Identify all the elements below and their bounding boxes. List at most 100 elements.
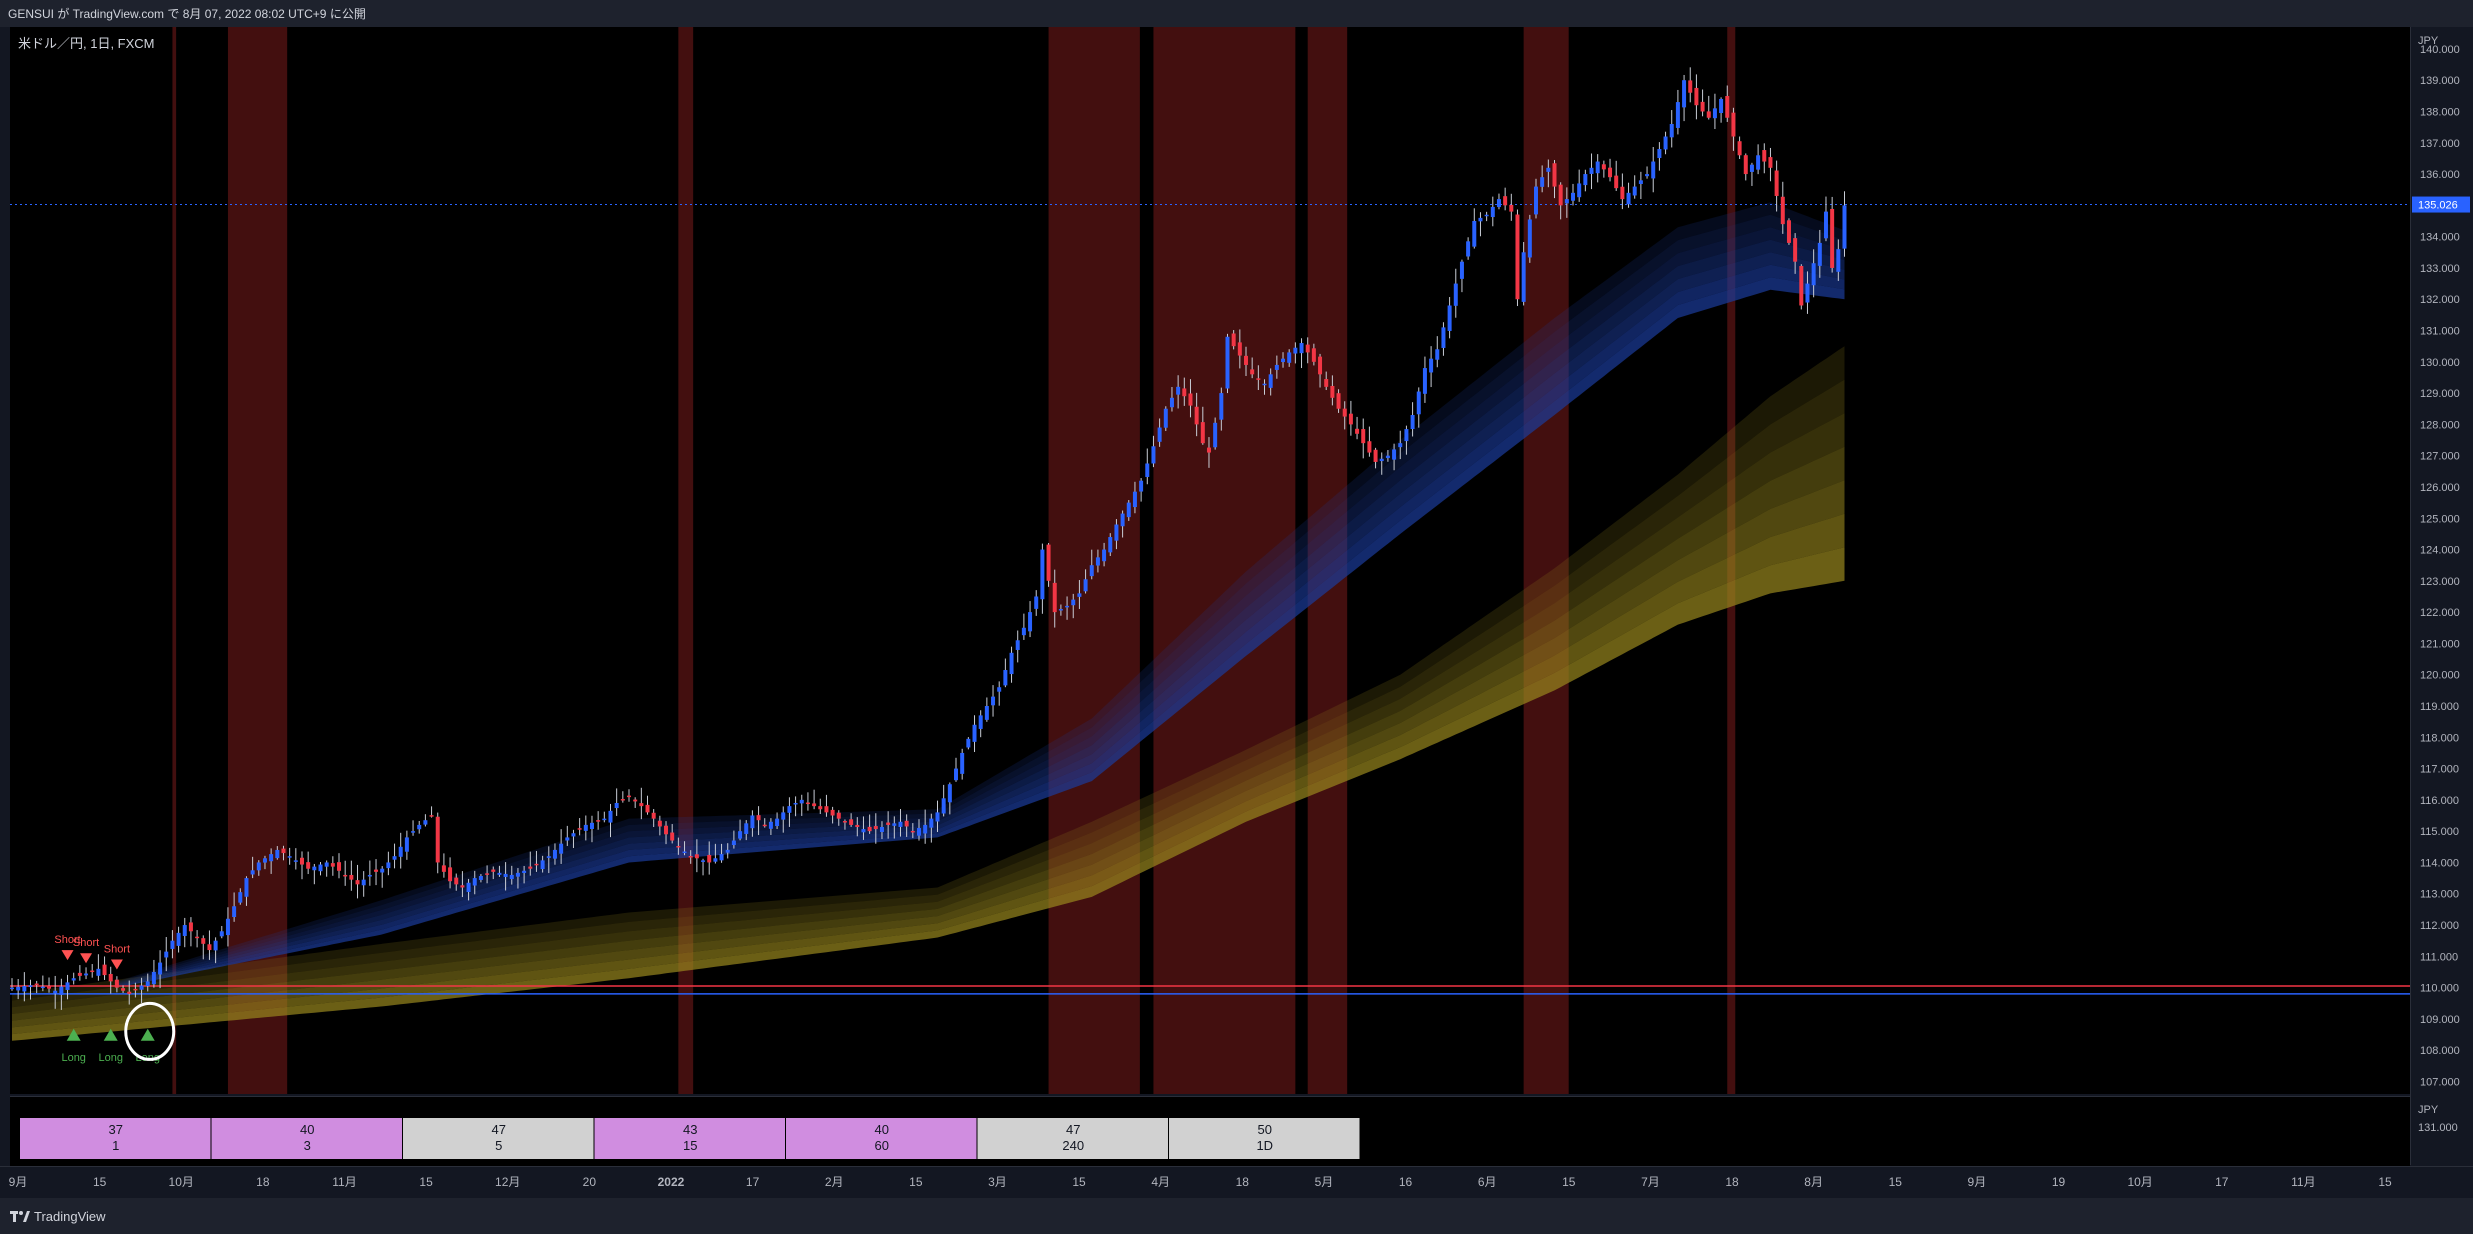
candle-body-170 xyxy=(1058,609,1063,611)
candle-body-278 xyxy=(1725,96,1730,118)
price-tick-label: 107.000 xyxy=(2420,1076,2460,1088)
price-tick-label: 124.000 xyxy=(2420,545,2460,557)
table-cell-bottom-4: 60 xyxy=(875,1138,889,1153)
price-tick-label: 109.000 xyxy=(2420,1014,2460,1026)
candle-body-264 xyxy=(1638,180,1643,184)
tradingview-logo[interactable]: TradingView xyxy=(10,1209,106,1224)
table-cell-top-2: 47 xyxy=(492,1122,506,1137)
candle-body-251 xyxy=(1558,184,1563,206)
price-tick-label: 120.000 xyxy=(2420,670,2460,682)
symbol-label: 米ドル／円, 1日, FXCM xyxy=(18,36,155,51)
candle-body-193 xyxy=(1200,422,1205,444)
time-tick-label: 6月 xyxy=(1478,1175,1497,1189)
candle-body-2 xyxy=(22,986,27,992)
candle-body-118 xyxy=(738,831,743,839)
candle-body-254 xyxy=(1577,183,1582,198)
candle-body-38 xyxy=(244,878,249,897)
candle-body-11 xyxy=(77,972,82,976)
long-label-4: Long xyxy=(98,1052,122,1064)
osc-axis-currency: JPY xyxy=(2418,1104,2439,1116)
short-arrow-0 xyxy=(61,950,74,961)
candle-body-226 xyxy=(1404,429,1409,442)
price-tick-label: 130.000 xyxy=(2420,357,2460,369)
candle-body-7 xyxy=(53,990,58,994)
candle-body-232 xyxy=(1441,327,1446,348)
candle-body-207 xyxy=(1287,352,1292,363)
price-candles xyxy=(10,67,1847,1010)
candle-body-221 xyxy=(1373,449,1378,462)
candle-body-77 xyxy=(485,873,490,875)
time-tick-label: 18 xyxy=(256,1175,270,1189)
candle-body-195 xyxy=(1213,422,1218,448)
candle-body-24 xyxy=(158,962,163,975)
candle-body-27 xyxy=(176,932,181,946)
candle-body-188 xyxy=(1169,397,1174,408)
candle-body-70 xyxy=(441,865,446,872)
table-cell-bottom-0: 1 xyxy=(112,1138,119,1153)
price-tick-label: 127.000 xyxy=(2420,451,2460,463)
candle-body-43 xyxy=(275,849,280,859)
candle-body-139 xyxy=(867,826,872,832)
table-cell-5 xyxy=(977,1118,1168,1159)
candle-body-55 xyxy=(349,874,354,880)
time-tick-label: 11月 xyxy=(2291,1175,2315,1189)
short-label-0: Short xyxy=(54,934,80,946)
candle-body-214 xyxy=(1330,385,1335,398)
candle-body-147 xyxy=(916,828,921,836)
candle-body-294 xyxy=(1823,211,1828,239)
candle-body-119 xyxy=(744,823,749,834)
candle-body-280 xyxy=(1737,141,1742,156)
candle-body-153 xyxy=(954,768,959,781)
candle-body-267 xyxy=(1657,149,1662,159)
candle-body-114 xyxy=(713,858,718,862)
time-tick-label: 15 xyxy=(1562,1175,1576,1189)
candle-body-211 xyxy=(1311,348,1316,362)
candle-body-36 xyxy=(232,906,237,918)
candle-body-143 xyxy=(892,823,897,826)
candle-body-0 xyxy=(10,987,14,990)
candle-body-26 xyxy=(170,940,175,949)
candle-body-144 xyxy=(898,821,903,827)
candle-body-116 xyxy=(725,849,730,853)
candle-body-220 xyxy=(1367,441,1372,453)
price-axis[interactable] xyxy=(2410,27,2473,1165)
time-tick-label: 15 xyxy=(909,1175,923,1189)
candle-body-272 xyxy=(1688,80,1693,93)
candle-body-134 xyxy=(836,812,841,819)
price-tick-label: 122.000 xyxy=(2420,607,2460,619)
candle-body-234 xyxy=(1453,283,1458,306)
time-tick-label: 15 xyxy=(419,1175,433,1189)
candle-body-245 xyxy=(1521,252,1526,302)
candle-body-209 xyxy=(1299,343,1304,354)
session-band-0 xyxy=(172,27,177,1094)
candle-body-56 xyxy=(355,880,360,885)
candle-body-261 xyxy=(1620,186,1625,200)
price-tick-label: 140.000 xyxy=(2420,44,2460,56)
time-axis[interactable] xyxy=(0,1166,2473,1199)
time-tick-label: 12月 xyxy=(495,1175,520,1189)
last-price-badge xyxy=(2412,196,2470,213)
table-cell-bottom-2: 5 xyxy=(495,1138,502,1153)
table-cell-bottom-5: 240 xyxy=(1062,1138,1084,1153)
candle-body-45 xyxy=(287,856,292,858)
candle-body-44 xyxy=(281,848,286,854)
candle-body-237 xyxy=(1472,221,1477,247)
candle-body-98 xyxy=(614,803,619,809)
price-tick-label: 128.000 xyxy=(2420,419,2460,431)
candle-body-236 xyxy=(1466,241,1471,257)
candle-body-32 xyxy=(207,944,212,951)
candle-body-92 xyxy=(577,828,582,830)
candle-body-269 xyxy=(1669,124,1674,138)
candle-body-290 xyxy=(1799,266,1804,306)
candle-body-93 xyxy=(583,824,588,831)
price-tick-label: 111.000 xyxy=(2420,951,2458,963)
candle-body-151 xyxy=(941,798,946,814)
ma-ribbons xyxy=(12,202,1845,1041)
table-cell-0 xyxy=(20,1118,211,1159)
candle-body-271 xyxy=(1682,80,1687,108)
candle-body-293 xyxy=(1817,242,1822,266)
price-tick-label: 118.000 xyxy=(2420,732,2459,744)
candle-body-231 xyxy=(1435,349,1440,360)
candle-body-18 xyxy=(121,988,126,991)
